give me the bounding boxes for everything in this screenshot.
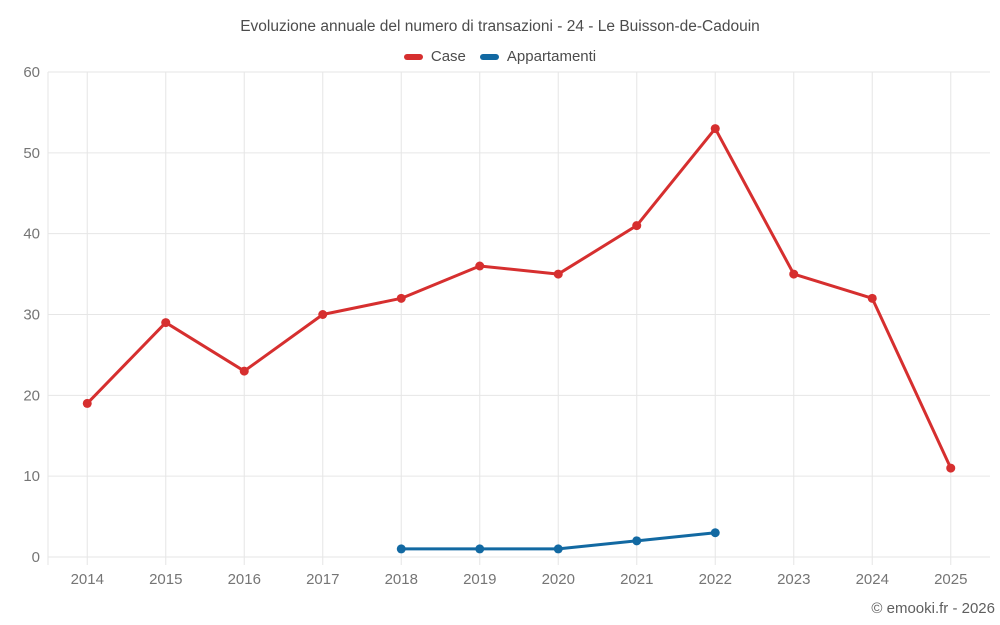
x-axis-label: 2015 (149, 571, 182, 588)
data-point[interactable] (553, 269, 563, 279)
data-point[interactable] (396, 544, 406, 554)
legend-marker-case (403, 54, 423, 60)
chart-title: Evoluzione annuale del numero di transaz… (240, 18, 760, 35)
x-axis-label: 2016 (228, 571, 261, 588)
data-point[interactable] (710, 124, 720, 134)
data-point[interactable] (396, 293, 406, 303)
x-axis-label: 2019 (463, 571, 496, 588)
data-point[interactable] (710, 528, 720, 538)
y-axis-label: 60 (23, 64, 40, 81)
x-axis-label: 2021 (620, 571, 653, 588)
axis-labels: 0 10 20 30 40 50 60 2014 2015 2016 2017 2018 2019 202… (23, 64, 967, 588)
data-point[interactable] (867, 293, 877, 303)
y-axis-label: 10 (23, 468, 40, 485)
series-line (85, 127, 953, 470)
legend-marker-appartamenti (479, 54, 499, 60)
series-appartamenti (396, 528, 720, 554)
data-point[interactable] (946, 463, 956, 473)
x-axis-label: 2017 (306, 571, 339, 588)
x-axis-label: 2023 (777, 571, 810, 588)
legend-item-appartamenti[interactable]: Appartamenti (479, 48, 597, 66)
y-axis-label: 0 (32, 549, 40, 566)
x-axis-label: 2018 (385, 571, 418, 588)
copyright: © emooki.fr - 2026 (871, 600, 995, 617)
series-case (82, 124, 956, 473)
y-axis-label: 50 (23, 145, 40, 162)
y-axis-label: 30 (23, 307, 40, 324)
data-point[interactable] (82, 398, 92, 408)
legend-label-case: Case (430, 48, 466, 65)
gridlines (47, 71, 990, 565)
data-point[interactable] (318, 310, 328, 319)
y-axis-label: 20 (23, 387, 40, 404)
data-point[interactable] (632, 536, 642, 546)
data-point[interactable] (239, 366, 249, 376)
x-axis-label: 2020 (542, 571, 575, 588)
chart-legend: Case Appartamenti (0, 48, 1000, 66)
data-point[interactable] (553, 544, 563, 554)
x-axis-label: 2014 (71, 571, 104, 588)
x-axis-label: 2025 (934, 571, 967, 588)
x-axis-label: 2022 (699, 571, 732, 588)
y-axis-label: 40 (23, 226, 40, 243)
data-point[interactable] (161, 318, 171, 328)
data-point[interactable] (632, 221, 642, 231)
legend-item-case[interactable]: Case (403, 48, 466, 66)
data-point[interactable] (475, 261, 485, 271)
data-point[interactable] (475, 544, 485, 554)
data-point[interactable] (789, 269, 799, 279)
x-axis-label: 2024 (856, 571, 889, 588)
legend-label-appartamenti: Appartamenti (506, 48, 597, 65)
